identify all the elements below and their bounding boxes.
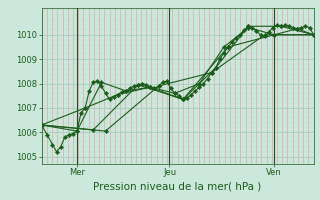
X-axis label: Pression niveau de la mer( hPa ): Pression niveau de la mer( hPa ) [93, 181, 262, 191]
